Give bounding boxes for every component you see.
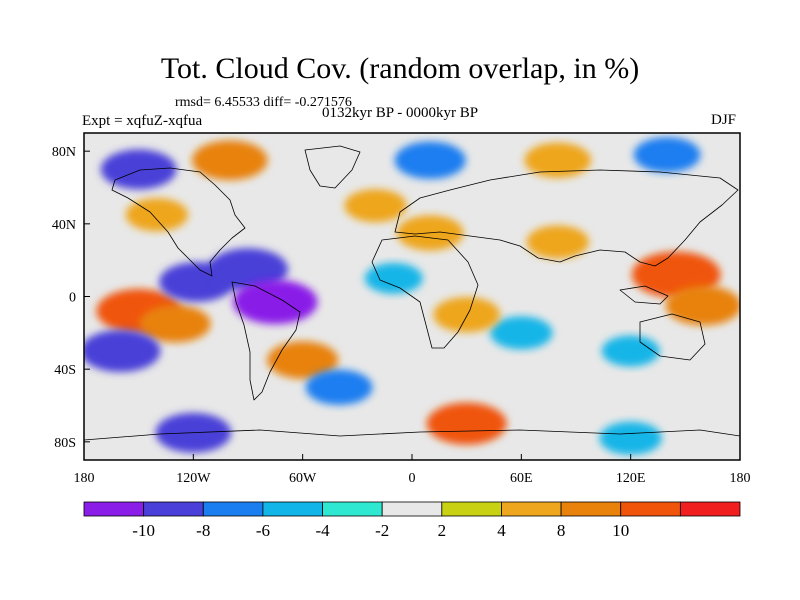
y-tick-label: 80S xyxy=(54,436,76,451)
anomaly-region xyxy=(208,248,288,291)
anomaly-field xyxy=(84,137,740,455)
x-tick-label: 0 xyxy=(409,471,416,486)
x-axis: 180 120W 60W 0 60E 120E 180 xyxy=(74,454,751,486)
colorbar-label: -10 xyxy=(132,521,155,540)
x-tick-label: 180 xyxy=(730,471,751,486)
colorbar-label: -2 xyxy=(375,521,389,540)
anomaly-region xyxy=(490,316,553,350)
anomaly-region xyxy=(394,141,466,180)
colorbar-bin xyxy=(202,501,264,517)
colorbar-label: -8 xyxy=(196,521,210,540)
coastlines xyxy=(84,145,740,441)
anomaly-region xyxy=(305,369,373,406)
x-tick-label: 180 xyxy=(74,471,95,486)
colorbar-bin xyxy=(381,501,443,517)
y-tick-label: 40S xyxy=(54,363,76,378)
anomaly-region xyxy=(191,140,268,181)
anomaly-region xyxy=(364,262,423,294)
anomaly-region xyxy=(84,330,161,372)
colorbar-bin xyxy=(322,501,383,517)
anomaly-region xyxy=(526,225,589,259)
colorbar-bin xyxy=(143,501,204,517)
colorbar-label: -4 xyxy=(315,521,330,540)
y-tick-label: 80N xyxy=(52,145,76,160)
colorbar-bin xyxy=(441,501,502,517)
map-title: Tot. Cloud Cov. (random overlap, in %) xyxy=(160,52,640,85)
anomaly-region xyxy=(139,304,211,343)
colorbar: -10 -8 -6 -4 -2 2 4 8 10 xyxy=(83,501,741,540)
colorbar-bin xyxy=(679,501,741,517)
colorbar-label: -6 xyxy=(256,521,270,540)
anomaly-region xyxy=(100,149,177,190)
x-tick-label: 60E xyxy=(510,471,533,486)
colorbar-label: 10 xyxy=(612,521,629,540)
colorbar-bin xyxy=(501,501,562,517)
x-tick-label: 120E xyxy=(616,471,646,486)
colorbar-bin xyxy=(560,501,622,517)
anomaly-region xyxy=(233,279,318,325)
period-label: 0132kyr BP - 0000kyr BP xyxy=(322,105,479,121)
anomaly-region xyxy=(125,198,189,232)
colorbar-label: 2 xyxy=(438,521,447,540)
colorbar-label: 4 xyxy=(497,521,506,540)
y-axis: 80N 40N 0 40S 80S xyxy=(52,145,90,451)
season-label: DJF xyxy=(711,112,737,128)
x-tick-label: 120W xyxy=(176,471,211,486)
anomaly-region xyxy=(599,421,662,455)
anomaly-region xyxy=(601,335,660,367)
colorbar-label: 8 xyxy=(557,521,566,540)
experiment-label: Expt = xqfuZ-xqfua xyxy=(82,113,203,129)
colorbar-bin xyxy=(262,501,323,517)
anomaly-region xyxy=(665,285,740,326)
x-tick-label: 60W xyxy=(289,471,317,486)
colorbar-bin xyxy=(83,501,145,517)
anomaly-region xyxy=(524,142,592,178)
anomaly-region xyxy=(426,402,507,445)
stats-subtitle: rmsd= 6.45533 diff= -0.271576 xyxy=(175,95,352,110)
anomaly-region xyxy=(433,296,501,333)
anomaly-region xyxy=(633,137,701,173)
anomaly-region xyxy=(344,189,407,223)
colorbar-bin xyxy=(620,501,681,517)
y-tick-label: 0 xyxy=(69,291,76,306)
anomaly-region xyxy=(267,341,339,379)
y-tick-label: 40N xyxy=(52,218,76,233)
